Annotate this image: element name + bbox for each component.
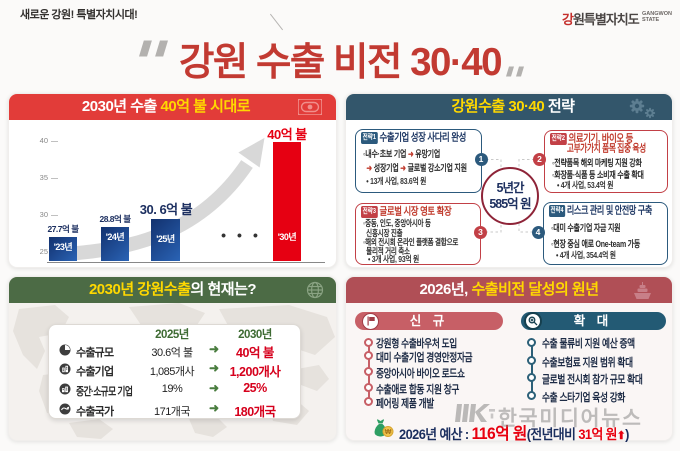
svg-text:₩: ₩ [385,429,392,436]
